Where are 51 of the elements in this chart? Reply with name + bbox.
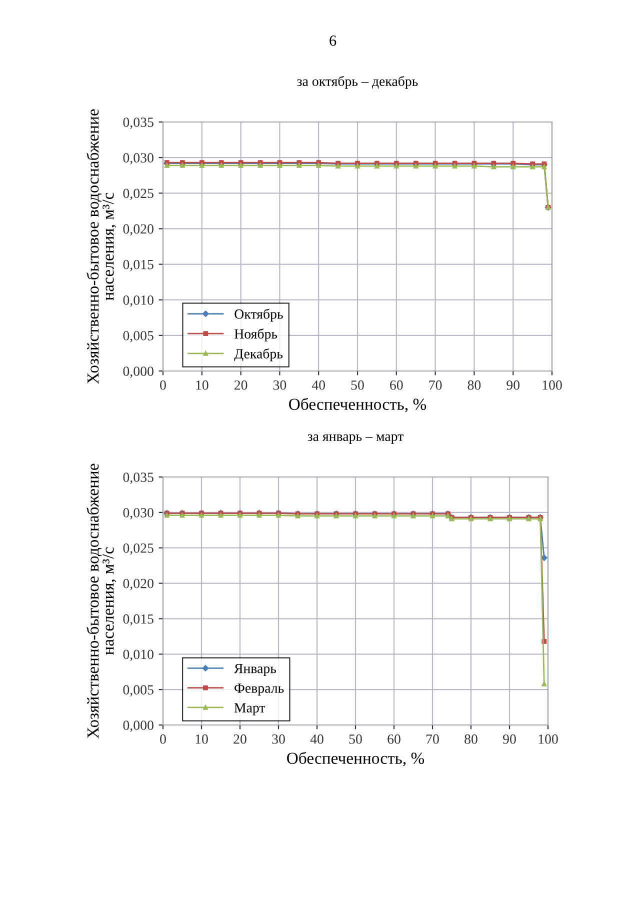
x-tick-label: 0 — [160, 734, 166, 744]
x-tick-label: 100 — [542, 380, 562, 390]
x-tick-label: 20 — [234, 380, 248, 390]
text: 6 — [330, 36, 336, 46]
chart-title: за январь – март — [308, 434, 404, 444]
x-tick-label: 90 — [503, 734, 516, 744]
y-tick-label: 0,030 — [123, 508, 154, 520]
y-tick-label: 0,010 — [123, 650, 154, 662]
x-tick-label: 0 — [160, 380, 166, 390]
x-tick-label: 20 — [234, 734, 246, 744]
x-tick-label: 10 — [196, 380, 208, 390]
y-tick-label: 0,000 — [123, 366, 154, 378]
x-axis-title: Обеспеченность, % — [287, 752, 424, 766]
y-tick-label: 0,000 — [123, 720, 154, 732]
legend-label: Январь — [234, 664, 276, 676]
x-tick-label: 40 — [312, 380, 326, 390]
x-tick-label: 30 — [273, 380, 286, 390]
y-tick-label: 0,030 — [123, 153, 154, 165]
x-tick-label: 90 — [506, 380, 520, 390]
chart-title: за октябрь – декабрь — [297, 76, 418, 89]
y-tick-label: 0,015 — [123, 614, 154, 626]
x-tick-label: 10 — [196, 734, 208, 744]
y-tick-label: 0,035 — [123, 118, 154, 129]
y-axis-title: Хозяйственно-бытовое водоснабжение населения, м³/с — [86, 109, 116, 384]
y-tick-label: 0,025 — [123, 543, 154, 555]
x-tick-label: 80 — [464, 734, 478, 744]
y-tick-label: 0,035 — [123, 472, 154, 484]
x-tick-label: 70 — [429, 380, 442, 390]
x-tick-label: 70 — [426, 734, 439, 744]
x-tick-label: 80 — [468, 380, 481, 390]
x-tick-label: 60 — [388, 734, 400, 744]
y-tick-label: 0,005 — [123, 331, 154, 342]
y-tick-label: 0,020 — [123, 224, 154, 236]
x-tick-label: 50 — [351, 380, 364, 390]
legend-label: Март — [234, 703, 266, 716]
x-tick-label: 60 — [390, 380, 403, 390]
y-tick-label: 0,020 — [123, 578, 154, 590]
y-axis-title: Хозяйственно-бытовое водоснабжение населения, м³/с — [86, 464, 116, 738]
x-tick-label: 40 — [310, 734, 324, 744]
legend-label: Октябрь — [234, 308, 283, 322]
y-tick-label: 0,015 — [123, 260, 154, 272]
x-tick-label: 100 — [538, 734, 558, 744]
x-tick-label: 30 — [272, 734, 285, 744]
x-tick-label: 50 — [349, 734, 362, 744]
y-tick-label: 0,010 — [123, 295, 154, 307]
y-tick-label: 0,005 — [123, 685, 154, 697]
legend-label: Декабрь — [234, 348, 283, 362]
y-tick-label: 0,025 — [123, 188, 154, 200]
x-axis-title: Обеспеченность, % — [289, 398, 426, 412]
legend-label: Февраль — [234, 684, 284, 696]
legend-label: Ноябрь — [234, 328, 278, 342]
